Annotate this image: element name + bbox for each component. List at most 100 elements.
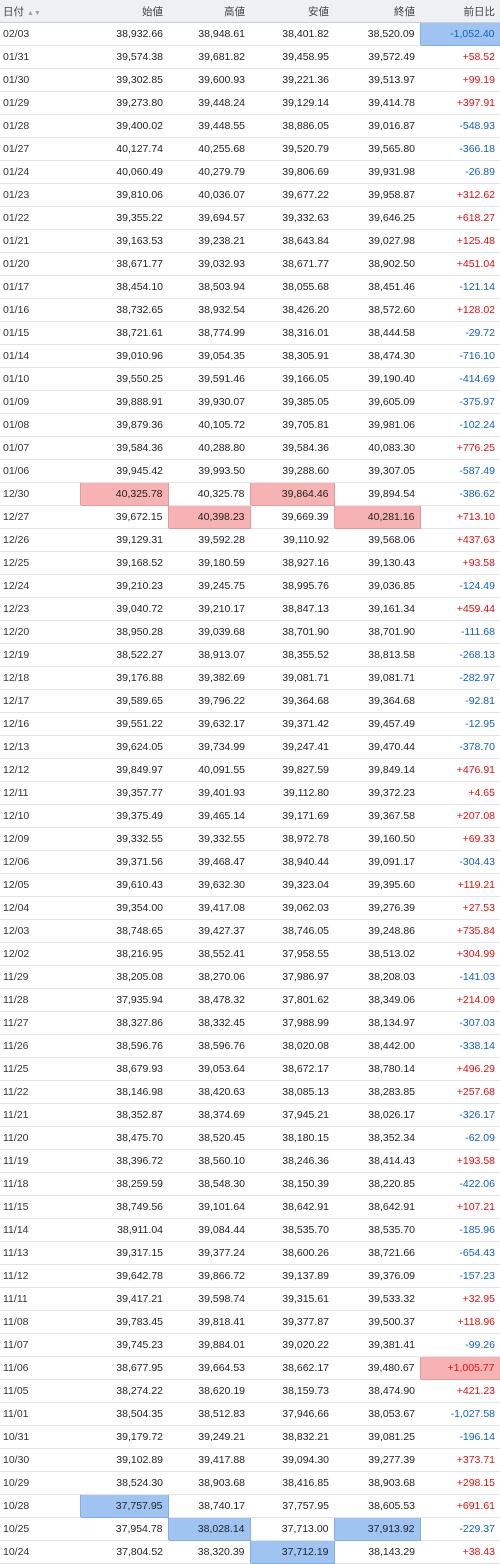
open-cell: 39,783.45: [80, 1310, 168, 1334]
high-cell: 39,101.64: [168, 1195, 250, 1219]
low-cell: 38,426.20: [250, 298, 334, 322]
high-cell: 38,560.10: [168, 1149, 250, 1173]
low-cell: 38,020.08: [250, 1034, 334, 1058]
date-cell: 12/18: [0, 666, 80, 690]
high-cell: 38,520.45: [168, 1126, 250, 1150]
open-cell: 38,352.87: [80, 1103, 168, 1127]
change-cell: -587.49: [420, 459, 500, 483]
open-cell: 39,810.06: [80, 183, 168, 207]
change-cell: +257.68: [420, 1080, 500, 1104]
low-cell: 38,847.13: [250, 597, 334, 621]
low-cell: 38,085.13: [250, 1080, 334, 1104]
high-cell: 38,913.07: [168, 643, 250, 667]
high-cell: 39,180.59: [168, 551, 250, 575]
table-row: 12/16 39,551.22 39,632.17 39,371.42 39,457.4…: [0, 712, 500, 736]
date-cell: 12/11: [0, 781, 80, 805]
date-cell: 01/20: [0, 252, 80, 276]
change-cell: +128.02: [420, 298, 500, 322]
change-cell: +735.84: [420, 919, 500, 943]
close-cell: 38,903.68: [334, 1471, 420, 1495]
low-cell: 39,806.69: [250, 160, 334, 184]
open-cell: 39,745.23: [80, 1333, 168, 1357]
low-cell: 39,112.80: [250, 781, 334, 805]
table-row: 11/18 38,259.59 38,548.30 38,150.39 38,220.8…: [0, 1172, 500, 1196]
date-cell: 10/29: [0, 1471, 80, 1495]
open-cell: 37,804.52: [80, 1540, 168, 1564]
open-cell: 38,454.10: [80, 275, 168, 299]
low-cell: 38,927.16: [250, 551, 334, 575]
low-cell: 39,315.61: [250, 1287, 334, 1311]
open-cell: 39,357.77: [80, 781, 168, 805]
table-row: 12/27 39,672.15 40,398.23 39,669.39 40,281.1…: [0, 505, 500, 529]
high-cell: 39,866.72: [168, 1264, 250, 1288]
low-cell: 38,150.39: [250, 1172, 334, 1196]
date-cell: 10/31: [0, 1425, 80, 1449]
date-cell: 10/28: [0, 1494, 80, 1518]
high-cell: 40,091.55: [168, 758, 250, 782]
table-row: 11/13 39,317.15 39,377.24 38,600.26 38,721.6…: [0, 1241, 500, 1265]
close-cell: 39,027.98: [334, 229, 420, 253]
close-cell: 39,849.14: [334, 758, 420, 782]
low-cell: 37,712.19: [249, 1540, 335, 1564]
close-cell: 40,083.30: [334, 436, 420, 460]
close-cell: 39,081.25: [334, 1425, 420, 1449]
open-cell: 38,216.95: [80, 942, 168, 966]
open-cell: 39,355.22: [80, 206, 168, 230]
high-cell: 39,417.88: [168, 1448, 250, 1472]
low-cell: 37,757.95: [250, 1494, 334, 1518]
sort-toggle-icon[interactable]: ▲▼: [27, 9, 41, 17]
change-cell: +397.91: [420, 91, 500, 115]
high-cell: 38,774.99: [168, 321, 250, 345]
open-cell: 39,010.96: [80, 344, 168, 368]
high-cell: 39,039.68: [168, 620, 250, 644]
change-cell: -268.13: [420, 643, 500, 667]
table-row: 11/26 38,596.76 38,596.76 38,020.08 38,442.0…: [0, 1034, 500, 1058]
date-cell: 11/25: [0, 1057, 80, 1081]
open-cell: 39,584.36: [80, 436, 168, 460]
open-cell: 38,205.08: [80, 965, 168, 989]
date-cell: 11/12: [0, 1264, 80, 1288]
change-cell: +691.61: [420, 1494, 500, 1518]
table-row: 01/20 38,671.77 39,032.93 38,671.77 38,902.5…: [0, 252, 500, 276]
open-cell: 39,375.49: [80, 804, 168, 828]
table-row: 12/03 38,748.65 39,427.37 38,746.05 39,248.8…: [0, 919, 500, 943]
high-cell: 38,948.61: [168, 22, 250, 46]
change-cell: +69.33: [420, 827, 500, 851]
open-cell: 38,721.61: [80, 321, 168, 345]
date-cell: 11/22: [0, 1080, 80, 1104]
close-cell: 38,535.70: [334, 1218, 420, 1242]
high-cell: 39,238.21: [168, 229, 250, 253]
open-cell: 40,325.78: [79, 482, 169, 506]
close-cell: 38,414.43: [334, 1149, 420, 1173]
close-cell: 39,381.41: [334, 1333, 420, 1357]
low-cell: 37,801.62: [250, 988, 334, 1012]
date-cell: 11/26: [0, 1034, 80, 1058]
low-cell: 38,886.05: [250, 114, 334, 138]
low-cell: 38,305.91: [250, 344, 334, 368]
open-cell: 39,102.89: [80, 1448, 168, 1472]
table-row: 11/06 38,677.95 39,664.53 38,662.17 39,480.6…: [0, 1356, 500, 1380]
table-row: 12/05 39,610.43 39,632.30 39,323.04 39,395.6…: [0, 873, 500, 897]
low-cell: 39,129.14: [250, 91, 334, 115]
close-cell: 39,160.50: [334, 827, 420, 851]
open-cell: 39,354.00: [80, 896, 168, 920]
open-cell: 39,879.36: [80, 413, 168, 437]
low-cell: 39,081.71: [250, 666, 334, 690]
close-column-header: 終値: [334, 0, 420, 23]
high-cell: 39,818.41: [168, 1310, 250, 1334]
table-row: 01/27 40,127.74 40,255.68 39,520.79 39,565.8…: [0, 137, 500, 161]
close-cell: 38,442.00: [334, 1034, 420, 1058]
date-cell: 12/20: [0, 620, 80, 644]
table-row: 11/20 38,475.70 38,520.45 38,180.15 38,352.3…: [0, 1126, 500, 1150]
table-row: 11/27 38,327.86 38,332.45 37,988.99 38,134.9…: [0, 1011, 500, 1035]
date-column-header[interactable]: 日付 ▲▼: [0, 0, 80, 23]
date-cell: 11/05: [0, 1379, 80, 1403]
low-cell: 37,946.66: [250, 1402, 334, 1426]
change-cell: +459.44: [420, 597, 500, 621]
high-cell: 39,591.46: [168, 367, 250, 391]
close-cell: 39,364.68: [334, 689, 420, 713]
date-cell: 12/23: [0, 597, 80, 621]
close-cell: 38,605.53: [334, 1494, 420, 1518]
date-header-label: 日付: [3, 5, 24, 18]
low-cell: 38,972.78: [250, 827, 334, 851]
